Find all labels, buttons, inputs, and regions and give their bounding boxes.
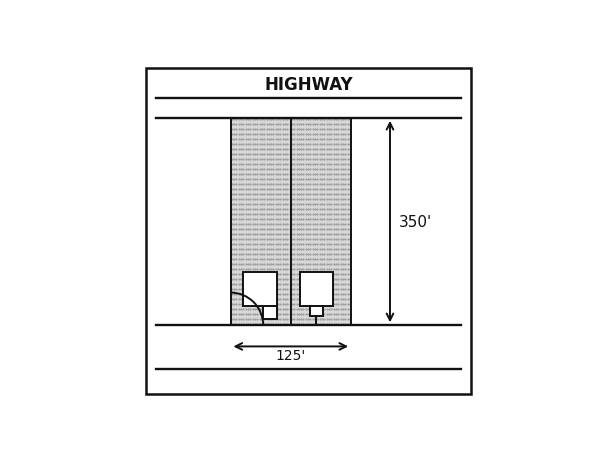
Text: HIGHWAY: HIGHWAY: [264, 76, 353, 94]
Bar: [231, 119, 291, 325]
Text: 350': 350': [399, 215, 432, 230]
Bar: [243, 273, 277, 306]
Bar: [291, 119, 351, 325]
Bar: [263, 306, 277, 319]
Text: 125': 125': [276, 348, 306, 363]
Bar: [310, 306, 323, 317]
Bar: [300, 273, 334, 306]
